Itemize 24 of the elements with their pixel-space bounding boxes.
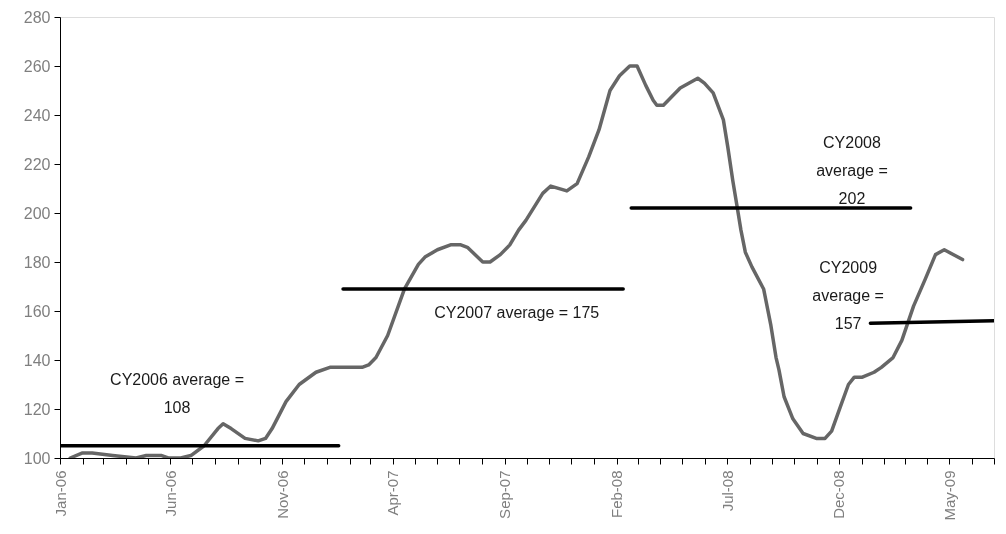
y-tick-label: 180: [23, 253, 51, 271]
x-tick-label: Nov-06: [273, 470, 291, 519]
x-tick-label: Jul-08: [718, 470, 736, 512]
series-label: CY2008 average = 202: [816, 134, 888, 208]
x-tick-label: Feb-08: [608, 470, 626, 519]
y-tick-label: 160: [23, 302, 51, 320]
y-tick-label: 140: [23, 351, 51, 369]
x-tick-label: May-09: [940, 470, 958, 521]
x-tick-label: Sep-07: [496, 470, 514, 519]
y-tick-label: 260: [23, 57, 51, 75]
line-series: [68, 64, 965, 458]
y-tick-label: 240: [23, 106, 51, 124]
y-tick-label: 200: [23, 204, 51, 222]
y-tick-label: 100: [23, 449, 51, 467]
series-label: CY2006 average = 108: [110, 370, 244, 416]
y-tick-label: 220: [23, 155, 51, 173]
y-tick-label: 120: [23, 400, 51, 418]
series-label: CY2009 average = 157: [812, 259, 884, 333]
x-tick-label: Jun-06: [161, 470, 179, 517]
series-label: CY2007 average = 175: [434, 303, 600, 321]
x-tick-label: Apr-07: [384, 470, 402, 516]
x-tick-label: Dec-08: [830, 470, 848, 519]
x-tick-label: Jan-06: [51, 470, 69, 517]
y-tick-label: 280: [23, 8, 51, 26]
